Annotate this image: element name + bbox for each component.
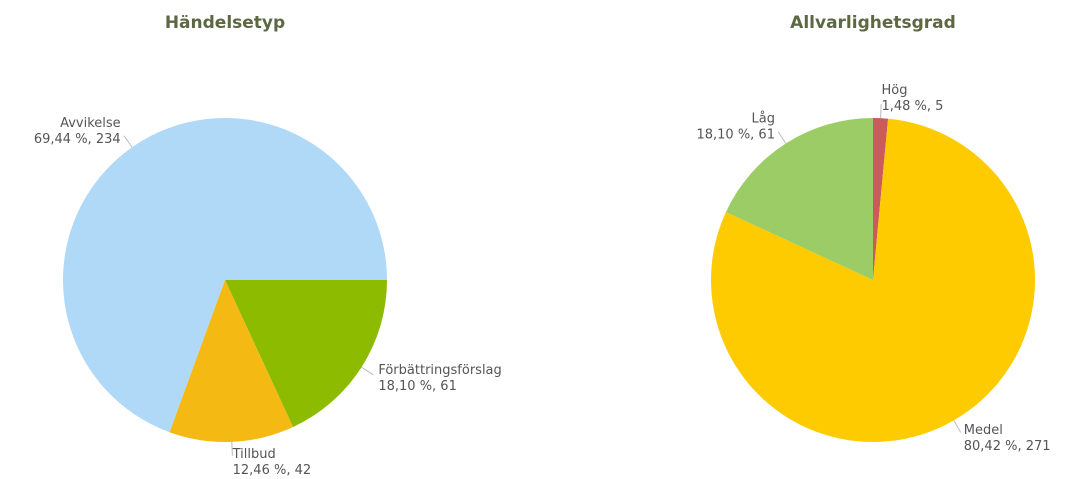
- slice-value-label: 1,48 %, 5: [881, 99, 943, 114]
- pie-slice: [725, 117, 873, 280]
- slice-label: Tillbud: [232, 447, 276, 462]
- chart-title: Händelsetyp: [165, 13, 285, 33]
- slice-value-label: 80,42 %, 271: [964, 439, 1051, 454]
- pie-slice: [169, 280, 294, 442]
- slice-label: Förbättringsförslag: [378, 363, 501, 378]
- leader-line: [880, 104, 882, 119]
- slice-label: Medel: [964, 423, 1003, 438]
- leader-line: [231, 441, 233, 456]
- leader-line: [123, 135, 133, 148]
- leader-line: [361, 366, 374, 376]
- slice-label: Hög: [881, 83, 907, 98]
- slice-label: Låg: [752, 112, 775, 127]
- slice-value-label: 69,44 %, 234: [34, 132, 121, 147]
- chart-title: Allvarlighetsgrad: [790, 13, 956, 33]
- leader-line: [777, 131, 787, 144]
- pie-slice: [225, 280, 387, 428]
- slice-value-label: 18,10 %, 61: [378, 379, 457, 394]
- slice-value-label: 18,10 %, 61: [696, 128, 775, 143]
- leader-line: [953, 420, 962, 433]
- pie-slice: [711, 118, 1035, 442]
- pie-slice: [63, 117, 387, 433]
- slice-label: Avvikelse: [60, 116, 121, 131]
- slice-value-label: 12,46 %, 42: [233, 463, 312, 478]
- pie-slice: [873, 118, 889, 280]
